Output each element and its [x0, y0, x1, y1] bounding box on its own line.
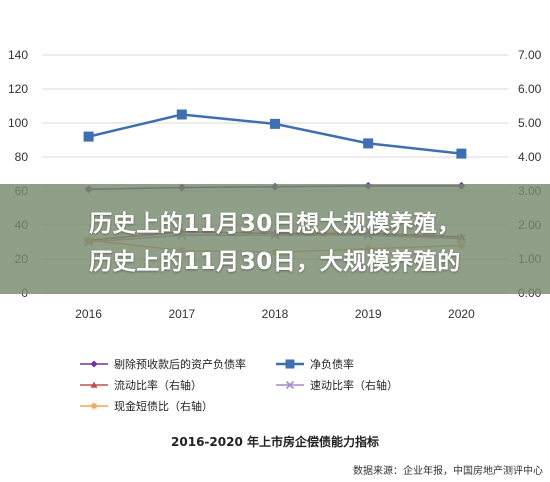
point-square [83, 131, 94, 142]
legend-label: 净负债率 [310, 357, 354, 371]
right-tick-label: 7.00 [518, 48, 542, 62]
point-diamond [90, 360, 98, 368]
point-star [90, 402, 98, 410]
headline-overlay: 历史上的11月30日想大规模养殖， 历史上的11月30日，大规模养殖的 [0, 184, 550, 294]
x-axis-ticks: 2016 2017 2018 2019 2020 [75, 307, 475, 321]
point-square [176, 109, 187, 120]
legend-label: 剔除预收款后的资产负债率 [114, 357, 246, 371]
right-tick-label: 6.00 [518, 82, 542, 96]
right-tick-label: 5.00 [518, 116, 542, 130]
headline-line-2: 历史上的11月30日，大规模养殖的 [89, 249, 461, 275]
point-square [285, 359, 295, 369]
left-tick-label: 140 [8, 48, 28, 62]
point-square [270, 118, 280, 129]
headline-line-1: 历史上的11月30日想大规模养殖， [89, 211, 461, 237]
point-square [363, 138, 374, 149]
point-x [285, 380, 295, 390]
left-tick-label: 120 [8, 82, 28, 96]
x-tick-label: 2020 [448, 307, 475, 321]
legend-label: 流动比率（右轴） [114, 378, 202, 392]
legend-item: 速动比率（右轴） [276, 378, 398, 392]
left-tick-label: 100 [8, 116, 28, 130]
legend-item: 流动比率（右轴） [80, 378, 202, 392]
left-tick-label: 80 [15, 150, 29, 164]
legend-label: 现金短债比（右轴） [114, 399, 213, 413]
chart-source: 数据来源：企业年报，中国房地产测评中心 [353, 464, 543, 477]
x-tick-label: 2017 [168, 307, 195, 321]
legend-item: 现金短债比（右轴） [80, 399, 213, 413]
legend-item: 净负债率 [276, 357, 354, 371]
point-square [456, 148, 467, 159]
right-tick-label: 4.00 [518, 150, 542, 164]
legend-item: 剔除预收款后的资产负债率 [80, 357, 246, 371]
legend-label: 速动比率（右轴） [310, 378, 398, 392]
x-tick-label: 2016 [75, 307, 102, 321]
chart-title: 2016-2020 年上市房企偿债能力指标 [171, 434, 379, 449]
x-tick-label: 2019 [355, 307, 382, 321]
x-tick-label: 2018 [262, 307, 289, 321]
series-2 [83, 109, 467, 159]
point-triangle [90, 381, 98, 388]
